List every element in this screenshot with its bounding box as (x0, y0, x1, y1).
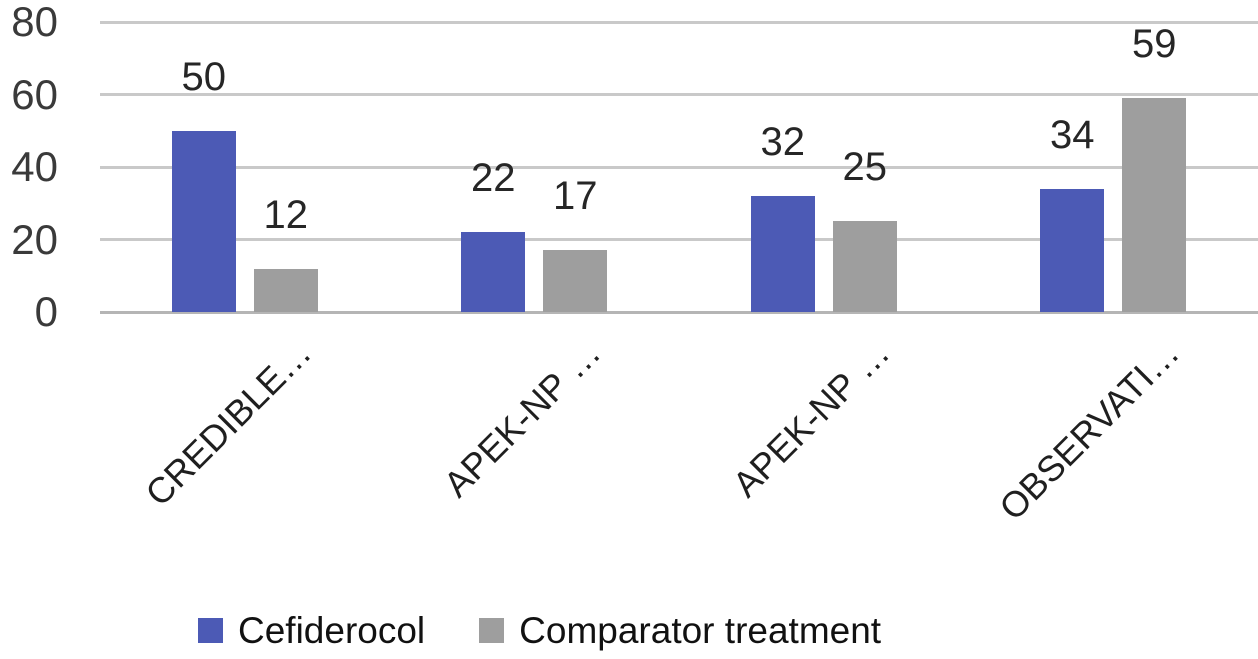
legend: Cefiderocol Comparator treatment (198, 612, 881, 649)
gridline (100, 165, 1258, 169)
bar-cefiderocol (461, 232, 526, 312)
bar-cefiderocol (171, 130, 236, 312)
bar-comparator (543, 250, 608, 312)
y-axis-tick-label: 20 (11, 215, 58, 263)
y-axis-tick-label: 0 (34, 288, 58, 335)
legend-item-cefiderocol: Cefiderocol (198, 612, 425, 649)
category-label: APEK-NP … (435, 332, 609, 505)
legend-item-comparator: Comparator treatment (479, 612, 881, 649)
legend-label-comparator: Comparator treatment (519, 610, 882, 651)
bar-value-label: 25 (842, 145, 888, 190)
category-label: APEK-NP … (724, 332, 898, 505)
gridline (100, 310, 1258, 314)
category-label: CREDIBLE… (136, 332, 319, 514)
y-axis-tick-label: 80 (11, 0, 58, 45)
bar-value-label: 34 (1050, 112, 1095, 157)
category-label: OBSERVATI… (991, 332, 1188, 528)
bar-value-label: 12 (263, 192, 309, 237)
legend-swatch-cefiderocol-icon (198, 618, 223, 643)
bar-comparator (1122, 98, 1187, 312)
bar-cefiderocol (1040, 188, 1105, 312)
gridline (100, 238, 1258, 241)
bar-value-label: 17 (553, 174, 598, 219)
bar-cefiderocol (750, 196, 815, 312)
bar-value-label: 32 (760, 120, 806, 164)
legend-swatch-comparator-icon (479, 618, 505, 643)
y-axis-tick-label: 60 (11, 70, 58, 118)
y-axis-tick-label: 40 (11, 143, 58, 190)
gridline (100, 93, 1258, 96)
bar-value-label: 22 (471, 156, 516, 201)
bar-value-label: 50 (181, 54, 227, 99)
bar-value-label: 59 (1132, 22, 1177, 67)
bar-comparator (832, 221, 897, 312)
bar-comparator (253, 268, 318, 312)
gridline (100, 20, 1258, 24)
legend-label-cefiderocol: Cefiderocol (238, 610, 426, 651)
